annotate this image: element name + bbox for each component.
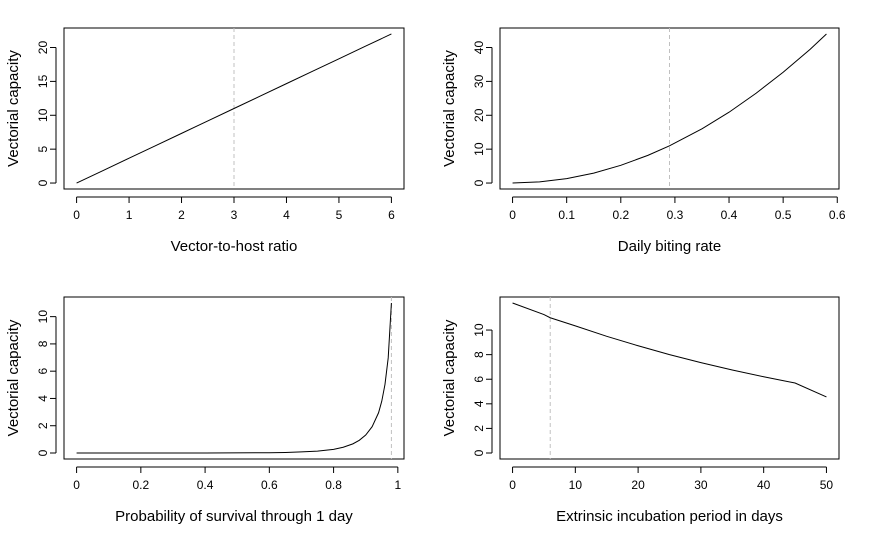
x-tick-label: 0.6 [261,478,278,492]
x-tick-label: 10 [569,478,583,492]
y-tick-label: 4 [472,400,486,407]
y-tick-label: 10 [472,142,486,156]
x-tick-label: 0 [509,478,516,492]
x-tick-label: 4 [283,208,290,222]
x-tick-label: 40 [757,478,771,492]
x-tick-label: 0 [73,208,80,222]
x-tick-label: 0 [73,478,80,492]
series-line [76,33,392,184]
x-tick-label: 0.8 [325,478,342,492]
x-tick-label: 6 [388,208,395,222]
x-tick-label: 50 [820,478,834,492]
y-tick-label: 6 [472,376,486,383]
x-tick-label: 0.5 [775,208,792,222]
series-line [512,302,827,398]
x-tick-label: 0.3 [667,208,684,222]
x-tick-label: 1 [126,208,133,222]
x-axis-title: Extrinsic incubation period in days [556,508,783,525]
y-tick-label: 0 [472,179,486,186]
x-tick-label: 0.4 [721,208,738,222]
x-tick-label: 0.2 [612,208,629,222]
y-tick-label: 2 [472,425,486,432]
y-tick-label: 20 [36,41,50,55]
x-tick-label: 2 [178,208,185,222]
y-tick-label: 2 [36,422,50,429]
x-tick-label: 3 [231,208,238,222]
y-tick-label: 20 [472,108,486,122]
y-tick-label: 15 [36,74,50,88]
y-tick-label: 4 [36,395,50,402]
x-tick-label: 0.1 [558,208,575,222]
x-tick-label: 0 [509,208,516,222]
y-tick-label: 30 [472,74,486,88]
series-line [512,33,827,184]
y-tick-label: 5 [36,146,50,153]
y-tick-label: 10 [36,310,50,324]
y-tick-label: 8 [36,340,50,347]
x-axis-title: Daily biting rate [618,238,721,255]
series-line [76,302,392,454]
x-axis-title: Probability of survival through 1 day [115,508,353,525]
x-axis-title: Vector-to-host ratio [171,238,298,255]
y-tick-label: 0 [36,179,50,186]
x-tick-label: 20 [631,478,645,492]
y-tick-label: 0 [472,449,486,456]
panel-2: 0 0.1 0.2 0.3 0.4 0.5 0.6 0 10 20 30 40 Daily biting… [441,27,846,255]
panel-4: 0 10 20 30 40 50 0 2 4 6 8 10 Extrinsic incubation p… [441,296,840,525]
x-tick-label: 1 [394,478,401,492]
x-tick-label: 0.2 [132,478,149,492]
panel-1: 0 1 2 3 4 5 6 0 5 10 15 20 Vector-to-host ratio Vecto… [5,27,405,255]
x-tick-label: 5 [336,208,343,222]
y-axis-title: Vectorial capacity [5,319,22,436]
y-tick-label: 40 [472,41,486,55]
y-axis-title: Vectorial capacity [5,50,22,167]
x-tick-label: 30 [694,478,708,492]
y-axis-title: Vectorial capacity [441,319,458,436]
y-tick-label: 10 [472,323,486,337]
plot-frame [63,296,405,460]
y-tick-label: 10 [36,108,50,122]
plot-frame [499,296,840,460]
y-tick-label: 6 [36,368,50,375]
y-axis-title: Vectorial capacity [441,50,458,167]
x-tick-label: 0.6 [829,208,846,222]
y-tick-label: 0 [36,449,50,456]
x-tick-label: 0.4 [197,478,214,492]
y-tick-label: 8 [472,351,486,358]
